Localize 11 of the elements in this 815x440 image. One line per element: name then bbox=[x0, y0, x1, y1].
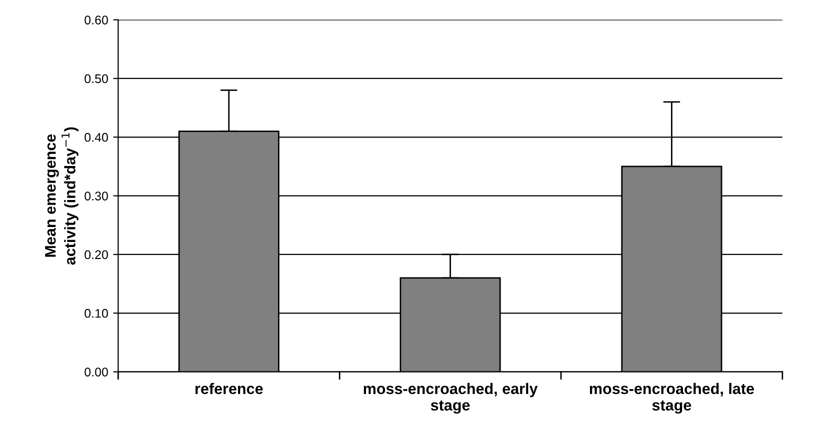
x-tick-label: moss-encroached, late stage bbox=[590, 382, 754, 414]
y-tick-label: 0.20 bbox=[84, 250, 108, 260]
y-tick-label: 0.00 bbox=[84, 368, 108, 376]
y-axis-title: Mean emergence activity (ind*day$^{−1}$) bbox=[45, 127, 78, 265]
y-tick-label: 0.60 bbox=[84, 16, 108, 24]
y-tick-label: 0.40 bbox=[84, 132, 108, 142]
x-tick-label: moss-encroached, early stage bbox=[364, 382, 538, 414]
y-tick-label: 0.50 bbox=[84, 74, 108, 84]
y-tick-label: 0.10 bbox=[84, 308, 108, 318]
y-tick-label: 0.30 bbox=[84, 192, 108, 200]
x-tick-label: reference bbox=[195, 382, 263, 394]
